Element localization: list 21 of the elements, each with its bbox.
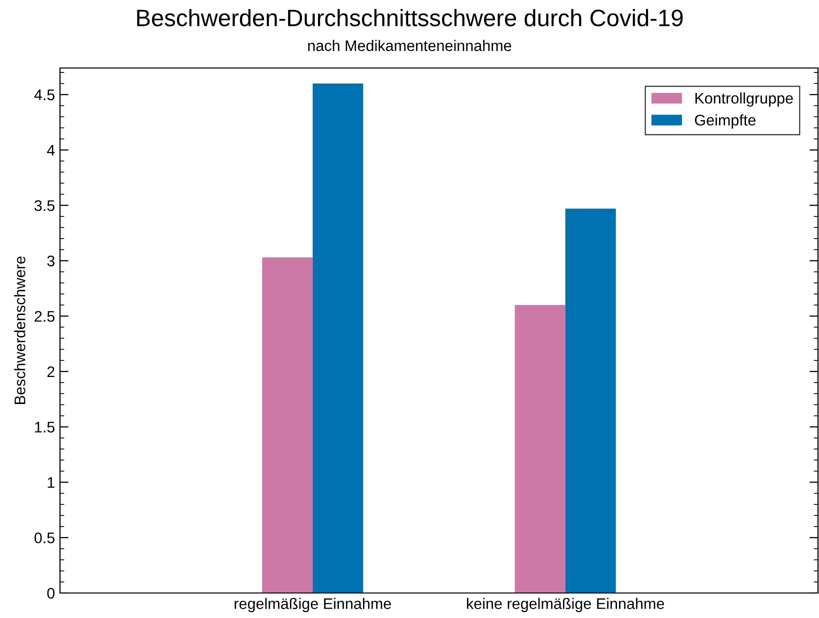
bar [312,84,364,593]
y-tick-label: 3 [47,256,54,266]
bar [565,208,616,593]
chart-subtitle: nach Medikamenteneinnahme [308,40,512,52]
y-tick-label: 2 [47,366,54,378]
y-tick-label: 0 [47,588,55,599]
y-axis-title: Beschwerdenschwere [14,256,26,404]
y-tick-label: 1 [48,477,54,488]
y-tick-label: 2.5 [34,310,54,322]
legend-label: Kontrollgruppe [695,92,793,107]
y-tick-label: 4.5 [34,90,54,100]
y-tick-label: 0.5 [34,532,54,544]
y-tick-label: 4 [46,144,55,156]
chart-title: Beschwerden-Durchschnittsschwere durch Covid-19 [137,8,683,26]
x-tick-label: regelmäßige Einnahme [234,598,391,612]
y-tick-label: 1.5 [35,422,54,433]
y-tick-label: 3.5 [34,200,54,212]
x-tick-label: keine regelmäßige Einnahme [467,598,664,612]
bar [514,305,566,593]
bar [262,257,313,593]
legend-label: Geimpfte [694,114,756,129]
